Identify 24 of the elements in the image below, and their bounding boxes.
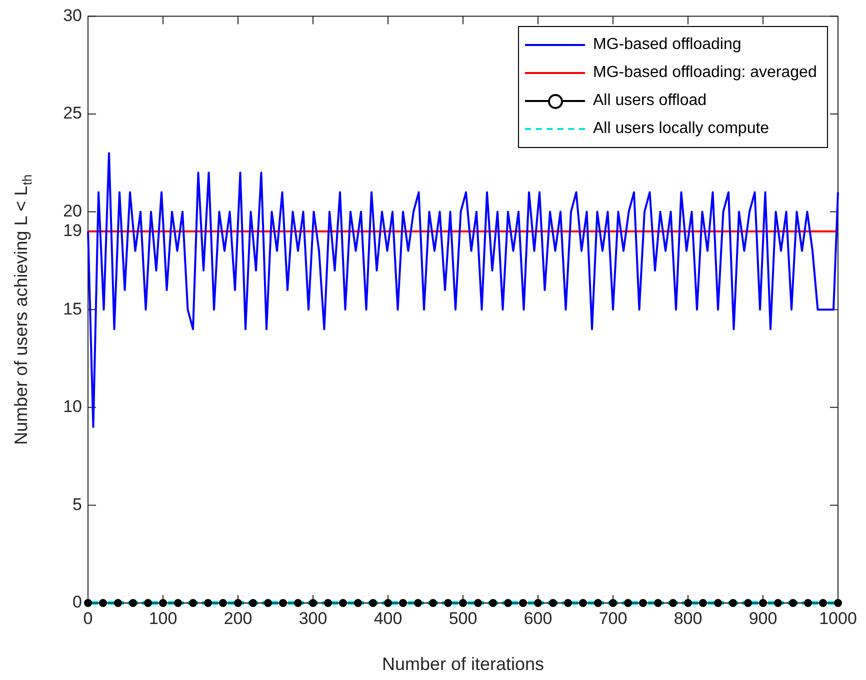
x-tick-label: 900 xyxy=(748,608,778,628)
x-tick-label: 100 xyxy=(148,608,178,628)
x-tick-label: 700 xyxy=(598,608,628,628)
x-tick-label: 600 xyxy=(524,608,552,628)
y-tick-label: 15 xyxy=(63,299,82,318)
y-tick-label: 19 xyxy=(63,221,82,240)
y-tick-label: 25 xyxy=(63,104,82,123)
x-tick-label: 800 xyxy=(674,608,702,628)
legend-label: MG-based offloading xyxy=(593,36,742,54)
legend-label: MG-based offloading: averaged xyxy=(593,64,817,82)
legend-label: All users locally compute xyxy=(593,120,770,138)
x-axis-title: Number of iterations xyxy=(382,654,544,674)
y-tick-label: 10 xyxy=(63,397,82,416)
x-tick-label: 200 xyxy=(224,608,252,628)
y-tick-label: 20 xyxy=(63,201,82,220)
legend-label: All users offload xyxy=(593,92,707,110)
x-tick-label: 300 xyxy=(298,608,328,628)
y-tick-label: 5 xyxy=(72,494,82,514)
y-tick-label: 30 xyxy=(63,6,82,25)
x-tick-label: 500 xyxy=(448,608,478,628)
y-axis-title: Number of users achieving L < Lth xyxy=(10,174,35,445)
x-tick-label: 1000 xyxy=(819,608,857,628)
y-tick-label: 0 xyxy=(72,592,82,612)
x-tick-label: 400 xyxy=(374,608,402,628)
